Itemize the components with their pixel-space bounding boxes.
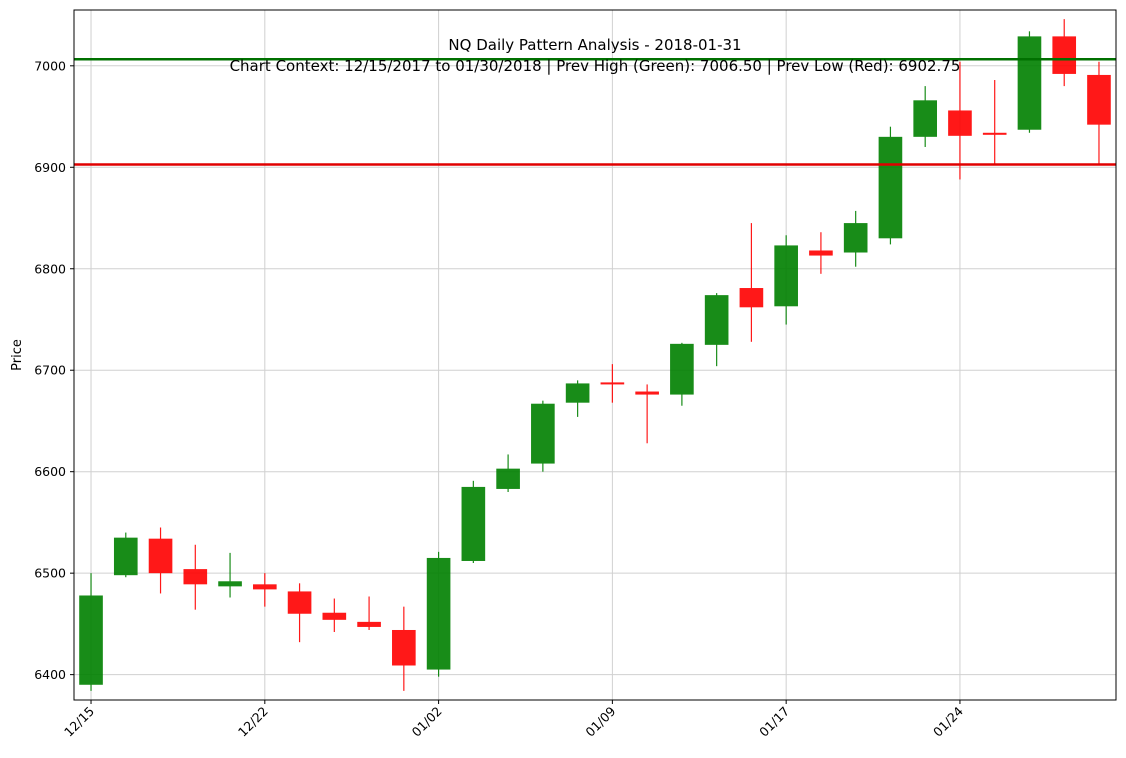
x-tick-label: 01/02: [409, 704, 445, 740]
y-axis-label: Price: [10, 339, 25, 371]
y-tick-label: 6600: [34, 464, 66, 479]
candle: [183, 544, 208, 610]
candle-body: [774, 245, 798, 307]
y-tick-label: 6800: [34, 261, 66, 276]
candle: [496, 454, 520, 492]
candle-body: [1087, 74, 1111, 125]
candle-body: [948, 110, 972, 136]
x-tick-label: 12/22: [235, 704, 271, 740]
x-axis: 12/15 12/22 01/02 01/09 01/17 01/24: [61, 700, 966, 740]
candle: [1017, 31, 1042, 133]
y-tick-label: 6500: [34, 566, 66, 581]
candle-body: [565, 383, 590, 403]
plot-frame: [73, 9, 1117, 701]
candle: [113, 532, 138, 578]
y-tick-label: 7000: [34, 58, 66, 73]
candle-body: [461, 486, 486, 561]
candle-body: [670, 343, 694, 395]
candle-body: [426, 557, 451, 670]
grid: [74, 10, 1116, 700]
candle-body: [322, 612, 347, 620]
candle-body: [218, 581, 242, 587]
candle-body: [357, 621, 381, 627]
candle: [287, 583, 312, 643]
candle-body: [183, 569, 208, 585]
candle: [392, 606, 416, 691]
candle-body: [913, 100, 938, 137]
candle: [1052, 19, 1077, 87]
candle-body: [148, 538, 173, 574]
candle: [426, 551, 451, 677]
x-tick-label: 01/24: [930, 703, 966, 739]
candle-body: [392, 629, 416, 666]
candle-body: [600, 382, 625, 385]
candles: [79, 19, 1111, 691]
chart-subtitle: Chart Context: 12/15/2017 to 01/30/2018 …: [230, 57, 961, 75]
candle: [878, 126, 903, 245]
candle-body: [287, 591, 312, 614]
candle: [1087, 61, 1111, 166]
candle-body: [1017, 36, 1042, 130]
candle-body: [531, 403, 555, 464]
chart-title: NQ Daily Pattern Analysis - 2018-01-31: [448, 36, 741, 54]
candle: [461, 480, 486, 564]
candle-body: [809, 250, 833, 256]
candle: [739, 223, 764, 342]
candle-body: [982, 132, 1007, 135]
candle: [148, 527, 173, 594]
y-tick-label: 6700: [34, 363, 66, 378]
candle-body: [1052, 36, 1077, 74]
candle: [600, 364, 625, 403]
candle: [809, 232, 833, 274]
reference-lines: [74, 57, 1116, 166]
candle: [218, 552, 242, 598]
candle: [704, 293, 729, 367]
candle: [843, 210, 868, 267]
candle: [322, 598, 347, 633]
candle-body: [704, 295, 729, 345]
candle-body: [79, 595, 103, 685]
y-tick-label: 6900: [34, 160, 66, 175]
candle: [913, 86, 938, 147]
x-tick-label: 01/17: [756, 704, 792, 740]
candle-body: [739, 288, 764, 308]
y-axis: 6400 6500 6600 6700 6800 6900 7000: [34, 58, 74, 682]
y-tick-label: 6400: [34, 667, 66, 682]
candle-body: [113, 537, 138, 576]
candle: [635, 384, 659, 444]
candle-body: [252, 584, 277, 590]
x-tick-label: 12/15: [61, 704, 97, 740]
candle-body: [843, 223, 868, 253]
candle: [357, 596, 381, 630]
candle: [252, 573, 277, 607]
candle: [565, 380, 590, 417]
candle-body: [635, 391, 659, 395]
candle-body: [496, 468, 520, 489]
candle: [774, 235, 798, 325]
candle: [79, 573, 103, 691]
candle: [531, 400, 555, 472]
candle: [982, 80, 1007, 166]
candle: [948, 61, 972, 180]
candle: [670, 342, 694, 406]
x-tick-label: 01/09: [582, 703, 618, 739]
candle-body: [878, 136, 903, 239]
